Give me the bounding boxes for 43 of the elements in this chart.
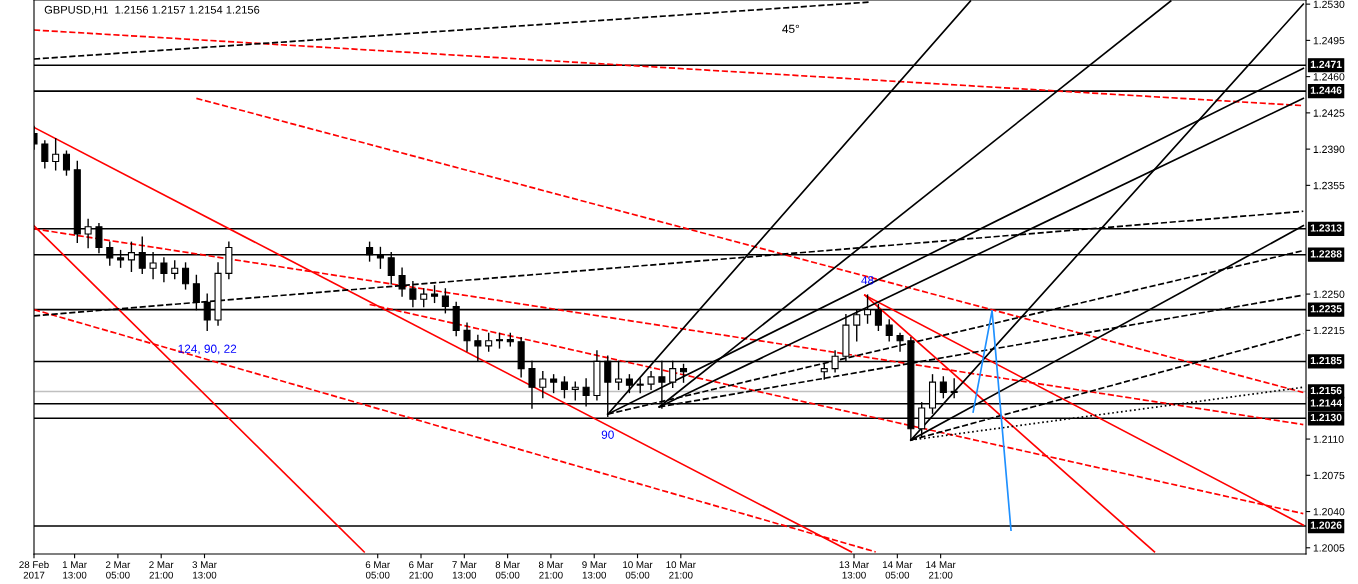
x-tick-label: 2 Mar 21:00 (149, 561, 174, 579)
x-tick-label: 13 Mar 13:00 (839, 561, 869, 579)
ref-line-label: 1.2288 (1310, 250, 1342, 258)
y-tick-label: 1.2355 (1313, 181, 1345, 190)
annotation: 124, 90, 22 (178, 344, 237, 355)
y-tick-label: 1.2530 (1313, 0, 1345, 9)
x-tick-label: 14 Mar 05:00 (882, 561, 913, 579)
y-tick-label: 1.2110 (1313, 435, 1344, 443)
ref-line-label: 1.2185 (1310, 356, 1342, 365)
chart-title: GBPUSD,H1 1.2156 1.2157 1.2154 1.2156 (44, 5, 260, 16)
ref-line-label: 1.2313 (1310, 224, 1342, 232)
y-tick-label: 1.2460 (1313, 73, 1345, 81)
x-tick-label: 2 Mar 05:00 (105, 561, 131, 579)
x-tick-label: 3 Mar 13:00 (192, 561, 217, 579)
ref-line-label: 1.2144 (1310, 399, 1342, 407)
y-tick-label: 1.2040 (1313, 508, 1345, 516)
y-tick-label: 1.2250 (1313, 290, 1345, 298)
annotation: 90 (601, 430, 614, 439)
ref-line-label: 1.2446 (1310, 86, 1342, 94)
y-tick-label: 1.2075 (1313, 471, 1345, 480)
x-tick-label: 1 Mar 13:00 (62, 561, 87, 579)
y-tick-label: 1.2495 (1313, 36, 1345, 45)
x-tick-label: 8 Mar 05:00 (495, 561, 520, 579)
x-tick-label: 14 Mar 21:00 (926, 561, 956, 579)
x-tick-label: 28 Feb 2017 (19, 560, 49, 579)
x-tick-label: 9 Mar 13:00 (582, 561, 607, 579)
y-tick-label: 1.2005 (1313, 544, 1345, 552)
ref-line-label: 1.2130 (1310, 413, 1342, 422)
y-tick-label: 1.2215 (1313, 326, 1345, 335)
x-tick-label: 10 Mar 21:00 (666, 561, 696, 579)
x-tick-label: 8 Mar 21:00 (538, 561, 564, 579)
annotation: 45° (782, 24, 800, 34)
ref-line-label: 1.2235 (1310, 305, 1342, 313)
y-tick-label: 1.2390 (1313, 145, 1345, 153)
x-tick-label: 7 Mar 13:00 (452, 561, 477, 579)
x-tick-label: 6 Mar 05:00 (365, 561, 390, 579)
y-tick-label: 1.2425 (1313, 109, 1345, 117)
ref-line-label: 1.2026 (1310, 521, 1342, 529)
ref-line-label: 1.2156 (1310, 386, 1342, 395)
annotation: 48 (861, 276, 874, 285)
ref-line-label: 1.2471 (1310, 60, 1342, 68)
x-tick-label: 10 Mar 05:00 (623, 561, 653, 579)
x-tick-label: 6 Mar 21:00 (409, 561, 434, 579)
